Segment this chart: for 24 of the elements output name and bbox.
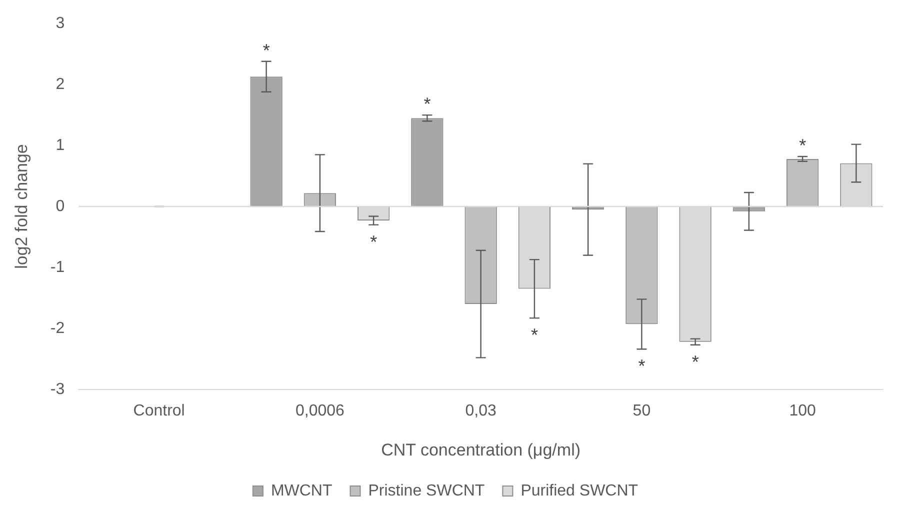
data-label: * — [424, 94, 431, 114]
x-tick-label: Control — [133, 402, 185, 420]
y-axis-title: log2 fold change — [12, 144, 31, 269]
x-tick-label: 100 — [789, 402, 816, 420]
y-tick-label: -3 — [50, 380, 65, 398]
data-label: * — [262, 40, 270, 60]
y-tick-label: 1 — [56, 136, 65, 154]
y-tick-label: -2 — [50, 320, 65, 337]
y-tick-label: 2 — [56, 76, 65, 93]
x-tick-label: 50 — [632, 402, 651, 420]
data-label: * — [370, 232, 378, 252]
x-tick-label: 0,03 — [465, 402, 496, 420]
data-label: * — [530, 325, 538, 346]
x-axis-title: CNT concentration (μg/ml) — [381, 440, 581, 460]
y-tick-label: 3 — [56, 15, 65, 32]
data-label: * — [799, 135, 806, 156]
y-tick-label: 0 — [56, 198, 65, 215]
y-tick-label: -1 — [50, 258, 65, 276]
x-tick-label: 0,0006 — [295, 402, 345, 420]
legend-label: Pristine SWCNT — [368, 482, 485, 500]
legend-label: Purified SWCNT — [520, 482, 638, 500]
legend-label: MWCNT — [270, 482, 332, 500]
data-label: * — [638, 356, 646, 376]
data-label: * — [692, 352, 699, 372]
